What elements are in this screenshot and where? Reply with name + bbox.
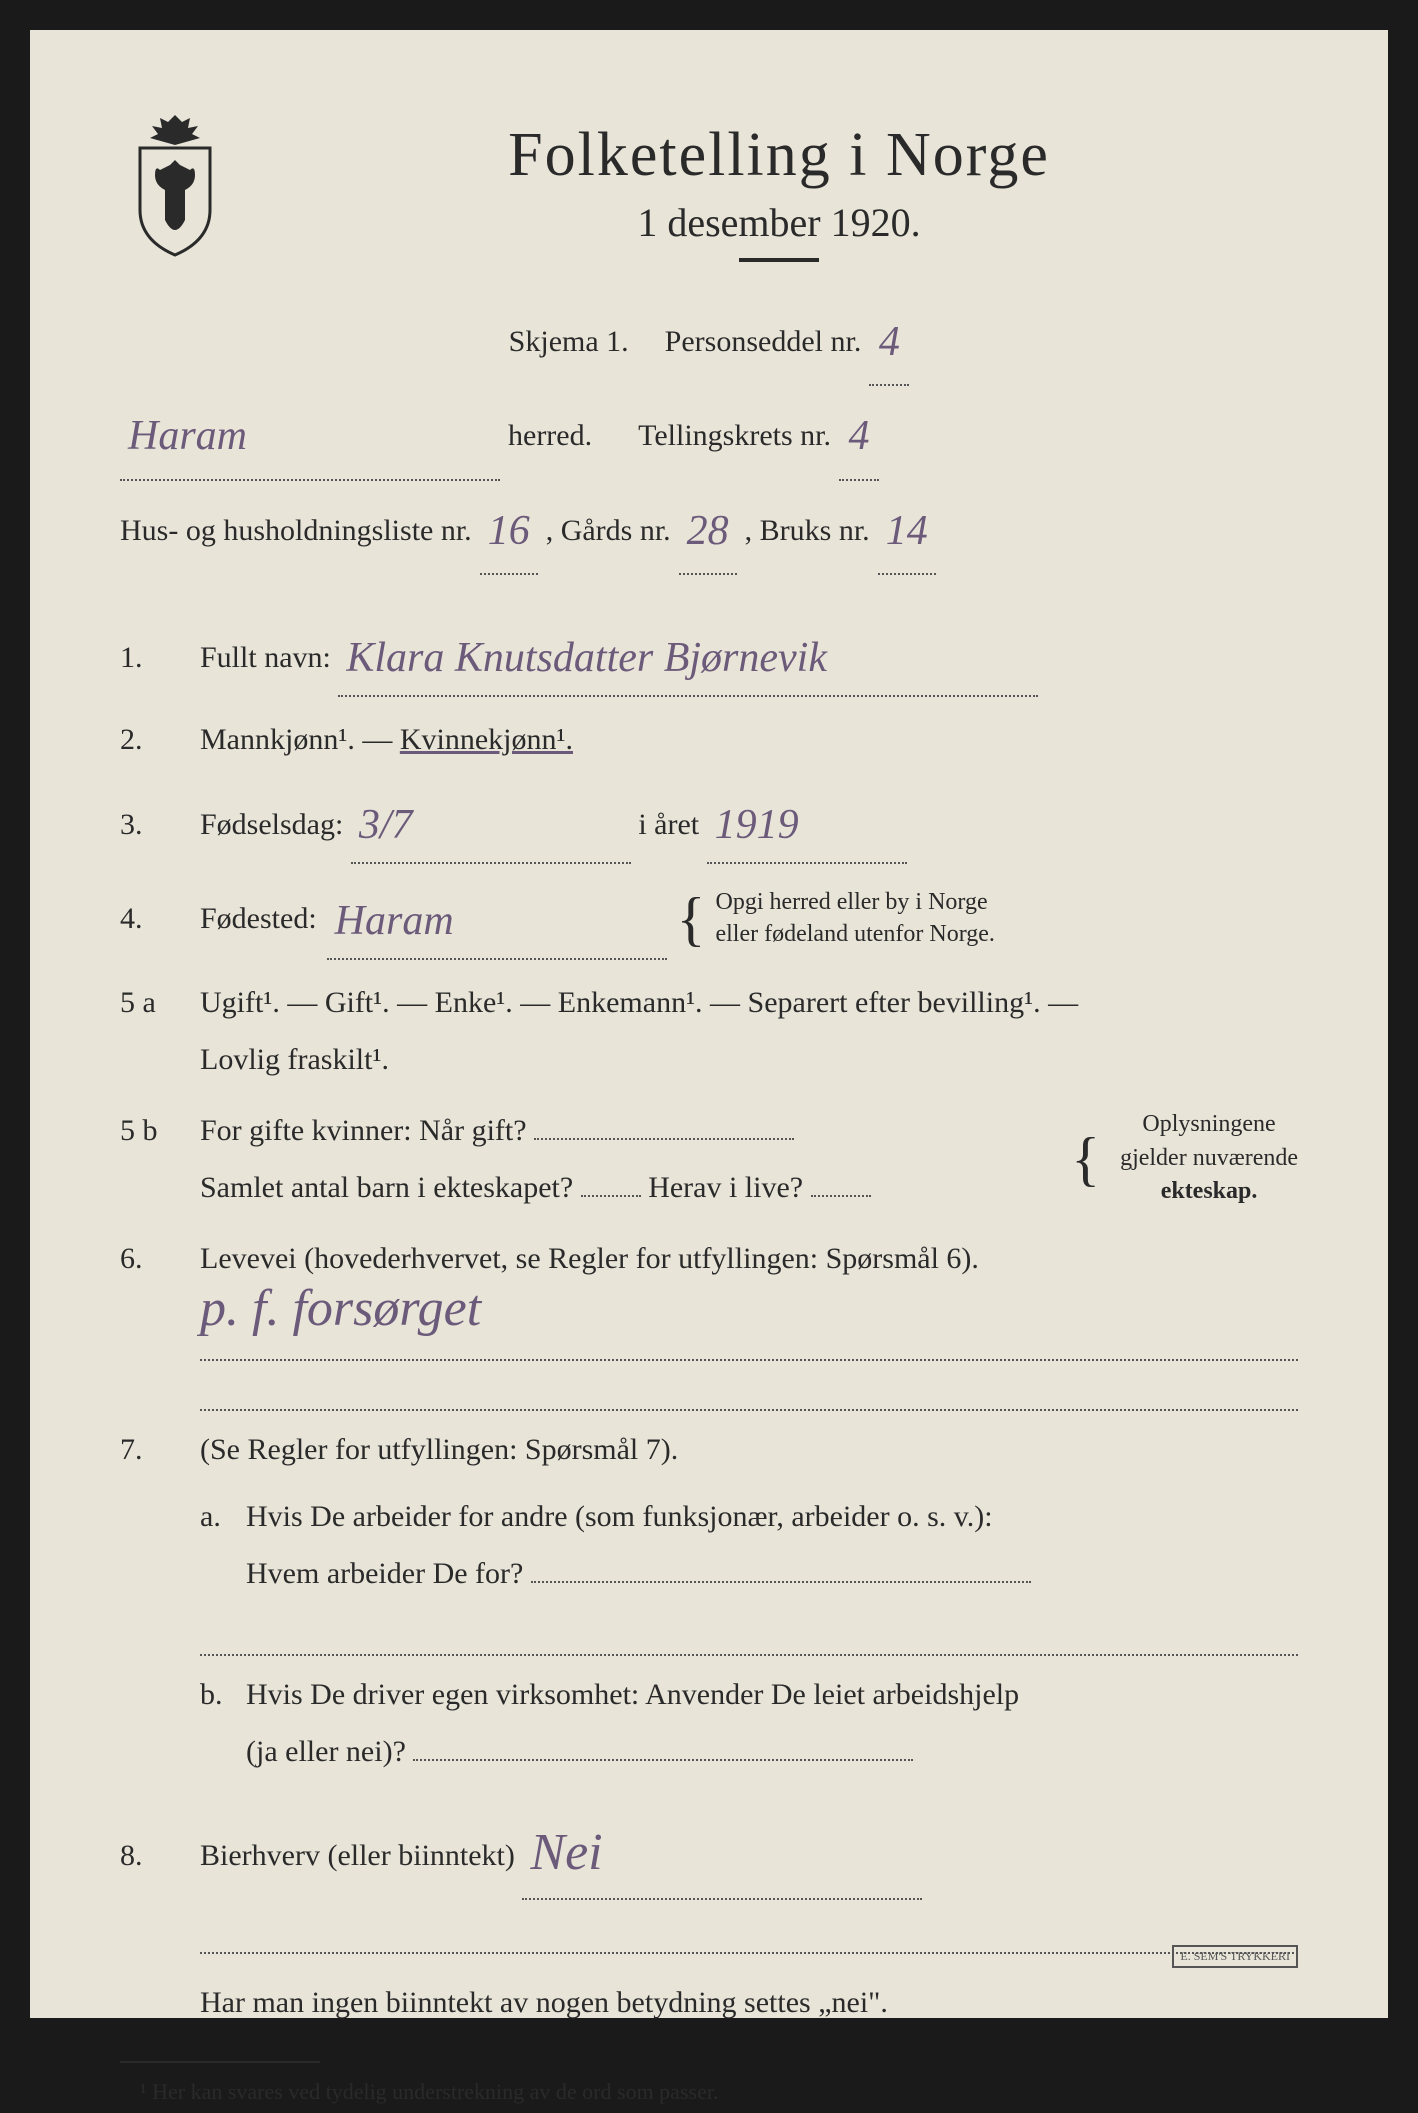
q1: 1. Fullt navn: Klara Knutsdatter Bjørnev… — [120, 615, 1298, 697]
bruks-label: , Bruks nr. — [745, 498, 870, 564]
title-block: Folketelling i Norge 1 desember 1920. — [260, 110, 1298, 262]
census-form-page: Folketelling i Norge 1 desember 1920. Sk… — [30, 30, 1388, 2018]
q8-label: Bierhverv (eller biinntekt) — [200, 1839, 515, 1872]
herred-value: Haram — [128, 413, 247, 459]
q7-num: 7. — [120, 1421, 180, 1478]
q7a-text2: Hvem arbeider De for? — [246, 1557, 523, 1590]
printer-stamp: E. SEM'S TRYKKERI — [1172, 1945, 1298, 1968]
q5b-num: 5 b — [120, 1102, 180, 1159]
q8-value: Nei — [530, 1824, 602, 1881]
brace-icon: { — [1071, 1135, 1100, 1183]
q6-num: 6. — [120, 1230, 180, 1287]
q5b-l1: For gifte kvinner: Når gift? — [200, 1114, 527, 1147]
q4-num: 4. — [120, 890, 180, 947]
q4-label: Fødested: — [200, 890, 317, 947]
q8: 8. Bierhverv (eller biinntekt) Nei — [120, 1800, 1298, 1901]
q5b-sidenote: Oplysningene gjelder nuværende ekteskap. — [1120, 1108, 1298, 1209]
blank-line — [200, 1616, 1298, 1656]
q5b-l2a: Samlet antal barn i ekteskapet? — [200, 1171, 573, 1204]
q2-male: Mannkjønn¹. — — [200, 723, 392, 756]
q7a-letter: a. — [200, 1488, 230, 1602]
q7a-text1: Hvis De arbeider for andre (som funksjon… — [246, 1488, 1298, 1545]
q5b: 5 b For gifte kvinner: Når gift? Samlet … — [120, 1102, 1298, 1216]
herred-label: herred. — [508, 403, 592, 469]
q7b-letter: b. — [200, 1666, 230, 1780]
husliste-label: Hus- og husholdningsliste nr. — [120, 498, 472, 564]
q1-num: 1. — [120, 629, 180, 686]
skjema-label: Skjema 1. — [509, 309, 629, 375]
gards-label: , Gårds nr. — [546, 498, 671, 564]
q1-value: Klara Knutsdatter Bjørnevik — [346, 635, 827, 681]
meta-section: Skjema 1. Personseddel nr. 4 Haram herre… — [120, 292, 1298, 575]
q1-label: Fullt navn: — [200, 641, 331, 674]
personseddel-label: Personseddel nr. — [665, 309, 862, 375]
q2-num: 2. — [120, 711, 180, 768]
q7b: b. Hvis De driver egen virksomhet: Anven… — [120, 1666, 1298, 1780]
date-subtitle: 1 desember 1920. — [260, 199, 1298, 246]
q5a-text2: Lovlig fraskilt¹. — [200, 1031, 1298, 1088]
header: Folketelling i Norge 1 desember 1920. — [120, 110, 1298, 262]
blank-line — [200, 1914, 1298, 1954]
q3-label: Fødselsdag: — [200, 808, 343, 841]
q7b-text2: (ja eller nei)? — [246, 1735, 406, 1768]
q6-value: p. f. forsørget — [200, 1260, 481, 1359]
brace-icon: { — [677, 895, 706, 943]
tellingskrets-value: 4 — [849, 413, 870, 459]
q3-year-label: i året — [638, 808, 699, 841]
tellingskrets-label: Tellingskrets nr. — [638, 403, 831, 469]
q6-answer-line: p. f. forsørget — [200, 1301, 1298, 1361]
q2-female: Kvinnekjønn¹. — [400, 723, 573, 756]
husliste-value: 16 — [488, 508, 530, 554]
gards-value: 28 — [687, 508, 729, 554]
footnote-rule — [120, 2061, 320, 2063]
q3-day: 3/7 — [359, 802, 413, 848]
personseddel-value: 4 — [879, 319, 900, 365]
q7b-text1: Hvis De driver egen virksomhet: Anvender… — [246, 1666, 1298, 1723]
title-divider — [739, 258, 819, 262]
main-title: Folketelling i Norge — [260, 120, 1298, 191]
bruks-value: 14 — [886, 508, 928, 554]
q3-num: 3. — [120, 796, 180, 853]
q4-sidenote: Opgi herred eller by i Norge eller fødel… — [715, 887, 994, 949]
coat-of-arms-icon — [120, 110, 230, 260]
q7: 7. (Se Regler for utfyllingen: Spørsmål … — [120, 1421, 1298, 1602]
q7-label: (Se Regler for utfyllingen: Spørsmål 7). — [200, 1421, 1298, 1478]
q4-value: Haram — [335, 898, 454, 944]
q5a: 5 a Ugift¹. — Gift¹. — Enke¹. — Enkemann… — [120, 974, 1298, 1088]
q3-year: 1919 — [715, 802, 799, 848]
q5a-text: Ugift¹. — Gift¹. — Enke¹. — Enkemann¹. —… — [200, 974, 1298, 1031]
blank-line — [200, 1371, 1298, 1411]
q5a-num: 5 a — [120, 974, 180, 1031]
questions-section: 1. Fullt navn: Klara Knutsdatter Bjørnev… — [120, 615, 1298, 2113]
footnote: ¹ Her kan svares ved tydelig understrekn… — [120, 2071, 1298, 2113]
q5b-l2b: Herav i live? — [648, 1171, 803, 1204]
q2: 2. Mannkjønn¹. — Kvinnekjønn¹. — [120, 711, 1298, 768]
q4: 4. Fødested: Haram { Opgi herred eller b… — [120, 878, 1298, 960]
q8-num: 8. — [120, 1827, 180, 1884]
note: Har man ingen biinntekt av nogen betydni… — [120, 1974, 1298, 2031]
q3: 3. Fødselsdag: 3/7 i året 1919 — [120, 782, 1298, 864]
